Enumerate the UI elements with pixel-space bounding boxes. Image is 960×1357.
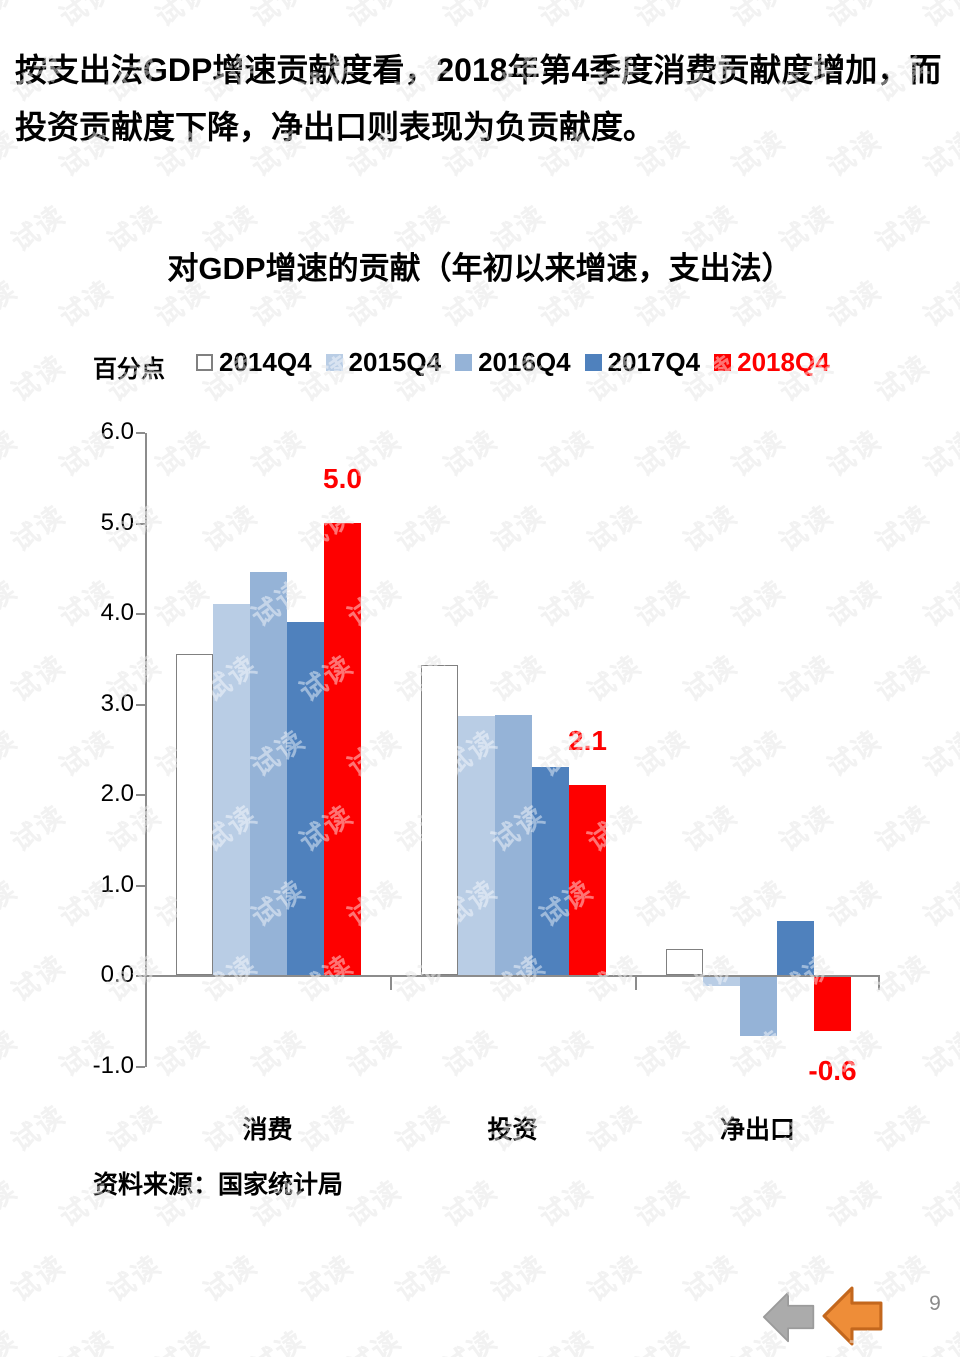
- y-axis-tick-label: 6.0: [100, 418, 134, 445]
- chart-plot-area: 5.0 2.1 -0.6: [136, 432, 880, 1086]
- legend-item-2015Q4: 2015Q4: [325, 347, 442, 378]
- y-axis-tick-label: -1.0: [92, 1051, 134, 1079]
- back-orange-arrow-icon[interactable]: [822, 1281, 884, 1351]
- bar-2014Q4-净出口: [666, 948, 703, 975]
- bar-2017Q4-净出口: [777, 920, 814, 975]
- legend-label: 2017Q4: [607, 347, 701, 377]
- bar-2015Q4-投资: [458, 716, 495, 975]
- legend-item-2017Q4: 2017Q4: [584, 347, 701, 378]
- y-axis-tick: [136, 884, 145, 887]
- previous-page-gray-arrow-icon[interactable]: [762, 1286, 816, 1348]
- chart-legend: 2014Q4 2015Q4 2016Q4 2017Q4 2018Q4: [196, 347, 830, 378]
- bar-2018Q4-消费: [324, 522, 361, 975]
- legend-label: 2016Q4: [478, 347, 571, 377]
- legend-label: 2018Q4: [737, 347, 830, 377]
- y-axis-tick: [136, 1065, 145, 1068]
- y-axis-tick: [136, 703, 145, 706]
- page-number: 9: [929, 1292, 941, 1315]
- y-axis-tick-label: 2.0: [100, 780, 134, 807]
- x-axis-tick: [145, 975, 147, 990]
- legend-swatch-icon: [584, 354, 602, 371]
- bar-2018Q4-净出口: [814, 977, 851, 1032]
- bar-2015Q4-消费: [213, 603, 250, 975]
- x-axis-line: [145, 975, 880, 977]
- y-axis-tick-label: 0.0: [100, 961, 134, 988]
- bar-2016Q4-消费: [250, 572, 287, 975]
- bar-2015Q4-净出口: [703, 977, 740, 987]
- y-axis-tick: [136, 432, 145, 434]
- y-axis-tick-label: 3.0: [100, 689, 134, 717]
- legend-item-2018Q4: 2018Q4: [714, 347, 830, 378]
- data-label-2018Q4-投资: 2.1: [568, 724, 607, 756]
- legend-label: 2014Q4: [219, 347, 312, 377]
- x-axis-tick: [390, 975, 392, 990]
- y-axis-line: [145, 433, 147, 1067]
- data-label-2018Q4-净出口: -0.6: [808, 1055, 857, 1087]
- bar-2016Q4-投资: [495, 715, 532, 975]
- y-axis-tick-label: 1.0: [100, 870, 134, 898]
- legend-item-2014Q4: 2014Q4: [196, 347, 312, 378]
- data-label-2018Q4-消费: 5.0: [323, 462, 362, 494]
- y-axis-tick: [136, 975, 145, 977]
- legend-item-2016Q4: 2016Q4: [455, 347, 571, 378]
- y-axis-tick: [136, 522, 145, 525]
- bar-2018Q4-投资: [569, 784, 606, 975]
- x-axis-tick: [878, 975, 880, 990]
- x-category-label-净出口: 净出口: [719, 1116, 795, 1144]
- legend-swatch-icon: [196, 354, 213, 371]
- y-axis-tick-label: 4.0: [100, 599, 134, 626]
- legend-swatch-icon: [714, 354, 732, 371]
- nav-arrows: [758, 1278, 958, 1353]
- bar-2014Q4-投资: [421, 664, 458, 975]
- header-text: 按支出法GDP增速贡献度看，2018年第4季度消费贡献度增加，而投资贡献度下降，…: [15, 52, 942, 145]
- y-axis-tick: [136, 794, 145, 796]
- y-axis-tick: [136, 613, 145, 615]
- source-note: 资料来源：国家统计局: [93, 1171, 344, 1199]
- chart-title: 对GDP增速的贡献（年初以来增速，支出法）: [167, 251, 793, 286]
- legend-swatch-icon: [325, 354, 343, 371]
- bar-2017Q4-消费: [287, 622, 324, 975]
- y-axis-tick-label: 5.0: [100, 508, 134, 536]
- legend-swatch-icon: [455, 354, 473, 371]
- x-category-label-消费: 消费: [242, 1116, 293, 1144]
- bar-2017Q4-投资: [532, 766, 569, 975]
- y-axis-unit-label: 百分点: [93, 356, 165, 383]
- x-axis-tick: [635, 975, 637, 990]
- bar-2014Q4-消费: [176, 653, 213, 975]
- bar-2016Q4-净出口: [740, 977, 777, 1036]
- legend-label: 2015Q4: [348, 347, 442, 377]
- x-category-label-投资: 投资: [487, 1116, 538, 1144]
